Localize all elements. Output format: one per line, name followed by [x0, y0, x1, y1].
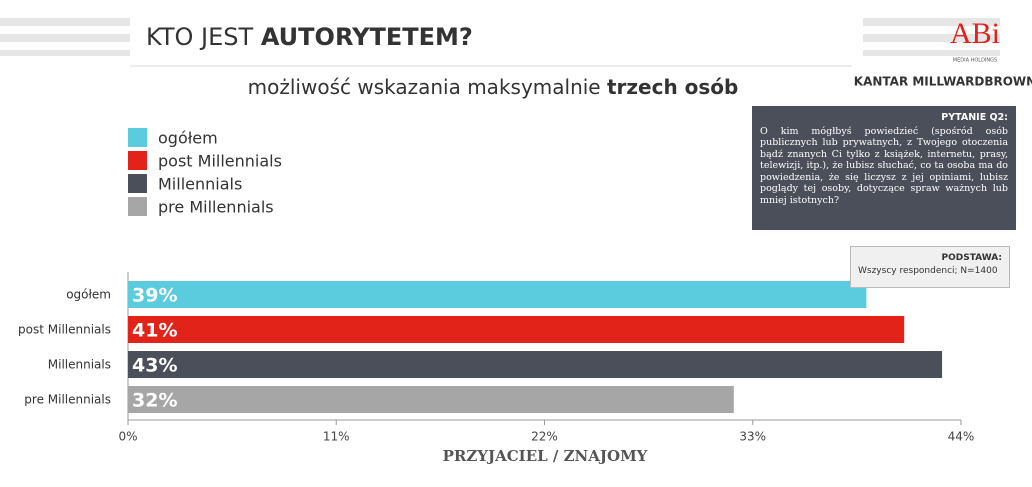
- bar: [128, 316, 905, 343]
- legend-label: pre Millennials: [158, 198, 274, 217]
- x-tick-label: 22%: [531, 430, 558, 444]
- y-tick-label: Millennials: [48, 358, 111, 372]
- value-label: 41%: [132, 320, 177, 342]
- base-text: Wszyscy respondenci; N=1400: [858, 266, 998, 276]
- stripe: [863, 50, 1000, 56]
- stripe: [863, 34, 1000, 42]
- bar: [128, 351, 943, 378]
- subtitle-bold: trzech osób: [607, 75, 738, 99]
- title-text: KTO JEST: [146, 23, 254, 51]
- subtitle: możliwość wskazania maksymalnie trzech o…: [248, 75, 739, 99]
- legend-label: post Millennials: [158, 152, 282, 171]
- bar: [128, 386, 734, 413]
- stripe: [863, 18, 1000, 26]
- value-label: 43%: [132, 355, 177, 377]
- y-tick-label: post Millennials: [18, 323, 111, 337]
- chart-title: KTO JEST AUTORYTETEM?: [146, 23, 473, 51]
- question-text: O kim mógłbyś powiedzieć (spośród osób p…: [760, 125, 1008, 206]
- x-tick-label: 33%: [739, 430, 766, 444]
- bar: [128, 281, 867, 308]
- x-tick-label: 0%: [118, 430, 137, 444]
- subtitle-text: możliwość wskazania maksymalnie: [248, 75, 601, 99]
- y-tick-label: pre Millennials: [24, 393, 111, 407]
- value-label: 39%: [132, 285, 177, 307]
- legend-swatch: [128, 174, 147, 193]
- title-bold: AUTORYTETEM?: [261, 23, 473, 51]
- legend-swatch: [128, 197, 147, 216]
- base-box: PODSTAWA: Wszyscy respondenci; N=1400: [850, 246, 1010, 288]
- y-tick-label: ogółem: [66, 288, 111, 302]
- question-box: PYTANIE Q2: O kim mógłbyś powiedzieć (spo…: [752, 106, 1016, 230]
- logo2: KANTAR MILLWARDBROWN: [854, 75, 1032, 89]
- x-axis-label: PRZYJACIEL / ZNAJOMY: [443, 447, 648, 465]
- legend-label: Millennials: [158, 175, 242, 194]
- legend-swatch: [128, 151, 147, 170]
- base-title: PODSTAWA:: [941, 253, 1002, 263]
- x-tick-label: 44%: [948, 430, 975, 444]
- x-tick-label: 11%: [323, 430, 350, 444]
- legend-swatch: [128, 128, 147, 147]
- question-title: PYTANIE Q2:: [941, 112, 1008, 123]
- legend-label: ogółem: [158, 129, 218, 148]
- logo: ABi: [950, 17, 1000, 50]
- stripe: [0, 18, 130, 26]
- logo-sub: MEDIA HOLDINGS: [953, 58, 997, 64]
- stripe: [0, 50, 130, 56]
- value-label: 32%: [132, 390, 177, 412]
- stripe: [0, 34, 130, 42]
